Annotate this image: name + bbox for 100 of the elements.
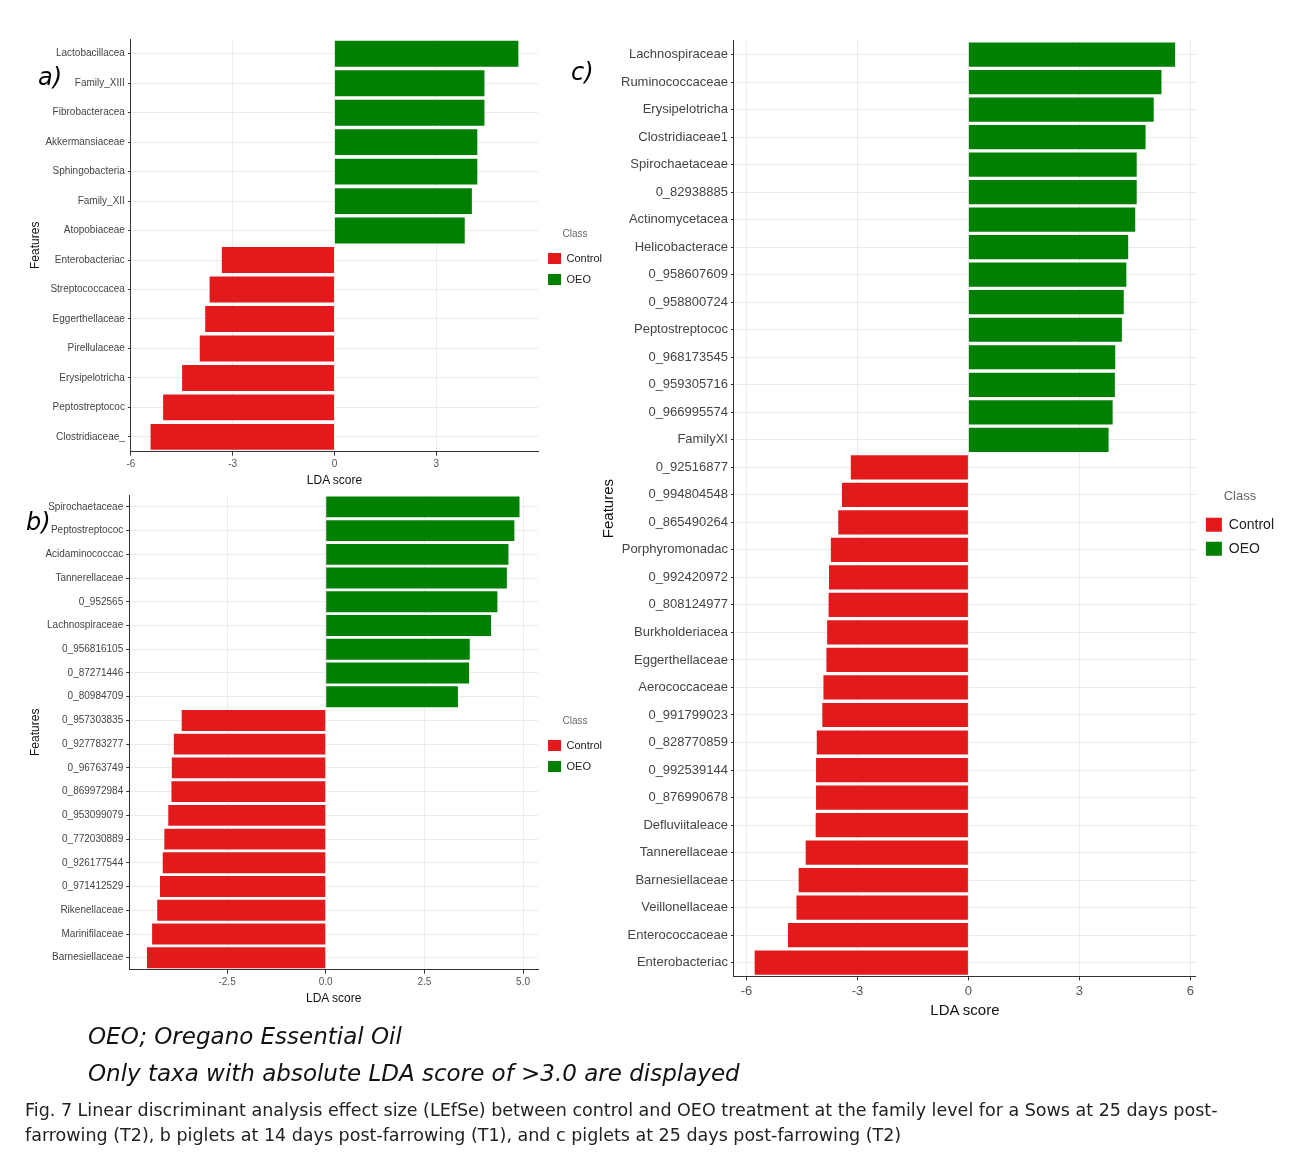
legend-label: OEO <box>1228 539 1261 556</box>
text: c) <box>571 58 594 86</box>
bar <box>334 40 519 67</box>
x-axis-title: LDA score <box>305 991 362 1006</box>
y-tick-label: Spirochaetaceae <box>48 500 124 512</box>
y-tick-label: Acidaminococcac <box>45 548 124 560</box>
legend-title: Class <box>1223 488 1257 504</box>
bar <box>838 510 968 535</box>
bar <box>334 158 478 185</box>
y-tick-label: FamilyXI <box>677 431 728 447</box>
bar <box>826 647 968 673</box>
y-tick-label: Porphyromonadac <box>621 541 729 557</box>
y-tick-label: Peptostreptococ <box>52 401 125 413</box>
caption: Fig. 7 Linear discriminant analysis effect size (LEfSe) between control and OEO treatment at the family level for a Sows at 25 days post-farrowing (T2), b piglets at 14 days post-farrowing (T1), and c piglets at 25 days post-farrowing (T2) <box>25 1099 1219 1147</box>
bar <box>157 899 326 921</box>
y-tick-label: Erysipelotricha <box>642 101 729 117</box>
y-tick-label: Ruminococcaceae <box>620 73 728 89</box>
bar <box>146 947 326 969</box>
y-tick-label: Spirochaetaceae <box>630 156 728 172</box>
bar <box>968 152 1137 177</box>
bar <box>326 638 470 660</box>
text: Only taxa with absolute LDA score of >3.0 are displayed <box>88 1059 740 1088</box>
y-tick-label: Barnesiellaceae <box>635 871 728 887</box>
y-tick-label: Family_XII <box>77 194 125 206</box>
y-tick-label: Pirellulaceae <box>67 342 126 354</box>
y-tick-label: Lachnospiraceae <box>47 619 124 631</box>
bar <box>796 895 968 920</box>
bar <box>968 262 1127 287</box>
bar <box>181 709 326 731</box>
y-tick-label: Streptococcacea <box>50 283 126 295</box>
bar <box>326 543 509 565</box>
y-tick-label: 0_808124977 <box>648 596 728 612</box>
bar <box>816 785 968 810</box>
y-tick-label: 0_869972984 <box>62 785 124 797</box>
text: OEO; Oregano Essential Oil <box>88 1022 403 1051</box>
y-tick-label: 0_971412529 <box>62 880 124 892</box>
y-tick-label: 0_958800724 <box>648 293 728 309</box>
bar <box>171 757 326 779</box>
bar <box>163 394 334 421</box>
y-tick-label: Barnesiellaceae <box>52 951 124 963</box>
bar <box>798 867 968 893</box>
bar <box>209 276 334 303</box>
bar <box>164 828 326 850</box>
bar <box>334 188 472 215</box>
bar <box>827 620 968 645</box>
bar <box>182 364 334 391</box>
y-tick-label: Tannerellaceae <box>55 571 124 583</box>
x-tick-label: -3 <box>228 458 238 470</box>
bar <box>326 591 498 613</box>
y-tick-label: Family_XIII <box>74 76 125 88</box>
y-tick-label: Enterobacteriac <box>636 954 729 970</box>
y-tick-label: Lachnospiraceae <box>628 46 728 62</box>
y-tick-label: Veillonellaceae <box>641 899 728 915</box>
bar <box>162 852 326 874</box>
y-tick-label: 0_876990678 <box>648 789 728 805</box>
x-tick-label: 3 <box>433 458 440 470</box>
bar <box>822 702 968 728</box>
bar <box>326 615 492 636</box>
y-tick-label: Enterobacteriac <box>54 253 125 265</box>
y-tick-label: 0_958607609 <box>648 266 728 282</box>
y-tick-label: Peptostreptococ <box>633 321 729 337</box>
y-axis-title: Features <box>599 479 617 539</box>
bar <box>334 217 465 244</box>
y-tick-label: Enterococcaceae <box>627 926 728 942</box>
x-tick-label: -6 <box>740 982 753 998</box>
y-tick-label: 0_959305716 <box>648 376 728 392</box>
y-tick-label: 0_80984709 <box>67 690 124 702</box>
bar <box>326 686 458 708</box>
y-tick-label: 0_927783277 <box>62 737 124 749</box>
legend-title: Class <box>562 227 588 239</box>
y-tick-label: Eggerthellaceae <box>52 312 126 324</box>
bar <box>334 129 478 156</box>
y-tick-label: 0_92516877 <box>655 458 728 474</box>
bar <box>968 427 1109 452</box>
y-tick-label: Marinifilaceae <box>61 927 124 939</box>
y-tick-label: 0_828770859 <box>648 734 728 750</box>
x-tick-label: 6 <box>1186 982 1194 998</box>
legend-title: Class <box>562 714 588 726</box>
text: a) <box>38 63 63 91</box>
bar <box>334 70 485 97</box>
y-tick-label: 0_994804548 <box>648 486 728 502</box>
x-axis-title: LDA score <box>306 473 363 488</box>
x-tick-label: -6 <box>126 458 136 470</box>
y-tick-label: 0_968173545 <box>648 348 728 364</box>
bar <box>152 923 326 945</box>
bar <box>968 290 1124 315</box>
legend-label: Control <box>566 251 603 264</box>
bar <box>816 730 968 755</box>
x-tick-label: 5.0 <box>516 976 531 988</box>
bar <box>326 662 469 684</box>
y-tick-label: 0_865490264 <box>648 513 728 529</box>
y-tick-label: 0_957303835 <box>62 714 124 726</box>
bar <box>805 840 968 865</box>
bar <box>205 306 334 332</box>
bar <box>816 757 968 783</box>
bar <box>828 592 968 618</box>
x-axis-title: LDA score <box>930 1001 1000 1019</box>
y-axis-title: Features <box>27 221 42 269</box>
y-axis-title: Features <box>27 708 42 756</box>
y-tick-label: Burkholderiacea <box>633 624 729 640</box>
